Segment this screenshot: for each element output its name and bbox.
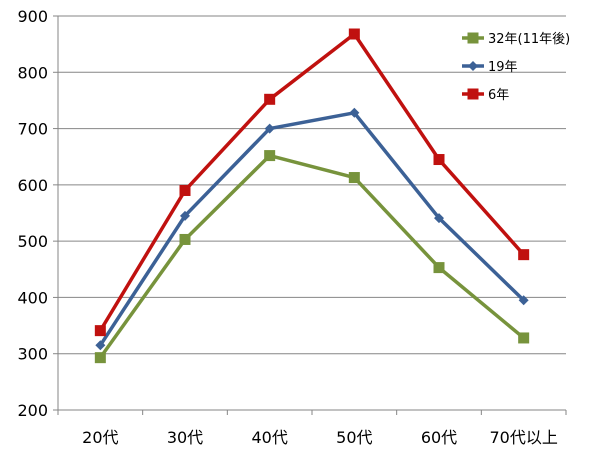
data-point — [95, 340, 106, 351]
series-0 — [94, 150, 530, 364]
legend-item: 6年 — [462, 88, 509, 103]
x-tick-label: 30代 — [167, 428, 203, 447]
x-tick-label: 20代 — [82, 428, 118, 447]
legend-label: 6年 — [488, 88, 509, 103]
data-point — [433, 154, 445, 166]
y-tick-label: 600 — [17, 176, 48, 195]
y-tick-label: 400 — [17, 288, 48, 307]
data-point — [94, 325, 106, 337]
data-point — [180, 210, 190, 221]
data-point — [264, 123, 275, 134]
y-tick-label: 700 — [17, 120, 48, 139]
data-point — [348, 172, 360, 184]
x-tick-label: 70代以上 — [489, 428, 557, 447]
series-line — [98, 32, 525, 332]
y-tick-label: 900 — [17, 7, 48, 26]
series-1 — [95, 107, 529, 351]
axes: 200 300 400 500 600 700 800 900 20代 30代 40代 50代 60代 7… — [17, 7, 567, 447]
y-tick-label: 300 — [17, 345, 48, 364]
data-point — [179, 233, 191, 245]
y-tick-label: 500 — [17, 232, 48, 251]
legend-swatch-marker — [468, 61, 478, 71]
data-point — [94, 352, 106, 364]
legend-item: 19年 — [462, 60, 518, 75]
data-point — [264, 93, 276, 105]
series-group — [94, 28, 530, 364]
data-point — [264, 150, 276, 162]
legend-swatch-marker — [467, 32, 479, 44]
x-tick-label: 60代 — [421, 428, 457, 447]
y-tick-label: 800 — [17, 63, 48, 82]
data-point — [433, 262, 445, 274]
series-line — [98, 153, 525, 359]
series-line — [98, 111, 525, 347]
data-point — [348, 28, 360, 40]
legend: 32年(11年後) 19年 6年 — [462, 32, 570, 103]
x-tick-label: 40代 — [251, 428, 287, 447]
y-tick-label: 200 — [17, 401, 48, 420]
data-point — [518, 249, 530, 261]
data-point — [434, 213, 444, 224]
legend-item: 32年(11年後) — [462, 32, 570, 47]
legend-label: 19年 — [488, 60, 518, 75]
data-point — [179, 184, 191, 196]
legend-swatch-marker — [467, 88, 479, 100]
data-point — [518, 332, 530, 344]
data-point — [349, 107, 360, 118]
legend-label: 32年(11年後) — [488, 32, 570, 47]
x-tick-label: 50代 — [336, 428, 372, 447]
series-2 — [94, 28, 530, 337]
data-point — [518, 295, 529, 306]
